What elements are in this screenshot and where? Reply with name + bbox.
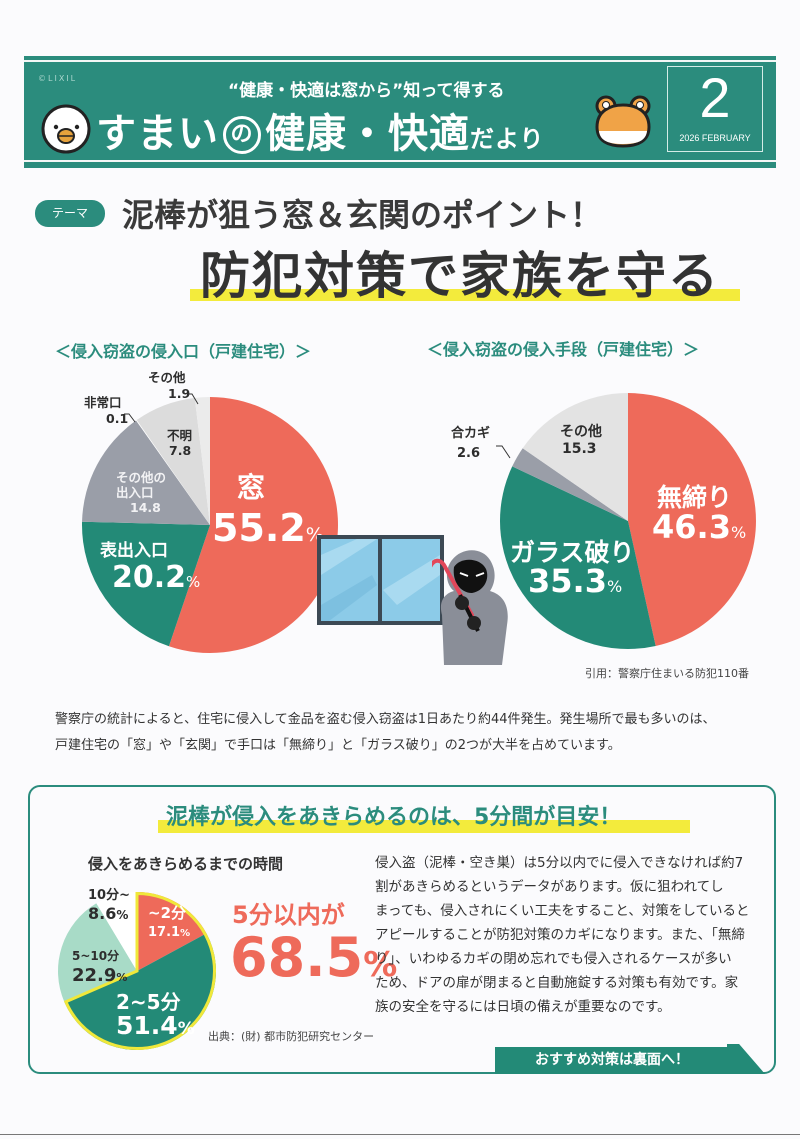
citation: 引用：警察庁住まいる防犯110番 xyxy=(585,667,749,680)
slice-label-other-entrance: その他の 出入口 14.8 xyxy=(116,470,167,515)
brand-logo: ©LIXIL xyxy=(38,74,78,83)
title-no-circle: の xyxy=(223,116,261,154)
pie-slice xyxy=(96,892,137,971)
chart-title-giveup-time: 侵入をあきらめるまでの時間 xyxy=(88,855,284,873)
highlight-outline xyxy=(63,891,216,1050)
pie-slice xyxy=(628,393,756,646)
pie-chart-entry-method xyxy=(500,393,756,649)
pie-slice xyxy=(522,393,628,521)
box-paragraph: 侵入盗（泥棒・空き巣）は5分以内でに侵入できなければ約7 割があきらめるというデ… xyxy=(375,855,750,1015)
slice-label-other: その他 1.9 xyxy=(148,370,191,401)
leader-lines xyxy=(124,393,199,423)
pie-slice xyxy=(136,397,210,525)
window-illustration xyxy=(317,535,444,625)
slice-label-window: 窓 xyxy=(237,471,266,504)
intro-paragraph: 警察庁の統計によると、住宅に侵入して金品を盗む侵入窃盗は1日あたり約44件発生。… xyxy=(55,712,716,753)
slice-label-2-5min: 2~5分 51.4% xyxy=(116,990,195,1040)
slice-label-front-door: 表出入口 xyxy=(100,541,168,561)
header-bottom-rule xyxy=(24,160,776,162)
pie-slice xyxy=(64,933,217,1051)
slice-label-other-method: その他 15.3 xyxy=(560,424,602,457)
pie-slice xyxy=(136,420,210,525)
main-title: 防犯対策で家族を守る xyxy=(200,247,720,305)
theme-headline: 泥棒が狙う窓＆玄関のポイント！ xyxy=(122,196,603,234)
issue-number: 2 xyxy=(699,66,731,129)
page-bottom-rule xyxy=(0,1134,800,1135)
burglar-illustration xyxy=(432,550,508,665)
chart-title-entry-point: ＜侵入窃盗の侵入口（戸建住宅）＞ xyxy=(55,342,312,361)
five-minute-section xyxy=(28,785,776,1074)
title-part1: すまい xyxy=(96,111,219,157)
slice-value-front-door: 20.2% xyxy=(112,560,201,595)
theme-badge: テーマ xyxy=(35,200,105,227)
newsletter-header xyxy=(24,56,776,168)
pie-slice xyxy=(500,466,656,649)
chart-source: 出典：(財) 都市防犯研究センター xyxy=(208,1030,375,1043)
slice-label-emergency-exit: 非常口 0.1 xyxy=(84,395,129,426)
box-title-highlight xyxy=(158,820,690,833)
slice-label-5-10min: 5~10分 22.9% xyxy=(72,949,128,986)
pie-chart-entry-point xyxy=(81,397,338,653)
pie-slice xyxy=(168,397,338,653)
newsletter-title: すまいの健康・快適だより xyxy=(96,101,545,159)
slice-label-unlocked: 無締り xyxy=(657,483,733,512)
pie-slice xyxy=(512,448,628,521)
header-subtitle: “健康・快適は窓から”知って得する xyxy=(228,81,505,101)
pie-slice xyxy=(58,903,137,1003)
pie-chart-giveup-time xyxy=(58,891,217,1051)
title-part3: だより xyxy=(470,125,545,153)
slice-label-glass-break: ガラス破り xyxy=(510,538,635,567)
pie-slice xyxy=(194,397,210,525)
slice-label-unknown: 不明 7.8 xyxy=(167,428,193,458)
see-reverse-banner[interactable]: おすすめ対策は裏面へ！ xyxy=(495,1044,770,1074)
pie-slice xyxy=(82,420,210,525)
slice-value-glass-break: 35.3% xyxy=(528,562,623,600)
leader-line-duplicate-key xyxy=(496,445,511,459)
slice-value-window: 55.2% xyxy=(212,506,324,550)
issue-date-box: 2 2026 FEBRUARY xyxy=(667,66,763,152)
banner-label: おすすめ対策は裏面へ！ xyxy=(535,1052,689,1068)
slice-label-under-2min: ~2分 17.1% xyxy=(148,904,191,940)
box-title: 泥棒が侵入をあきらめるのは、5分間が目安！ xyxy=(166,805,622,830)
arrow-banner-shape xyxy=(495,1044,765,1074)
slice-label-duplicate-key: 合カギ 2.6 xyxy=(451,426,491,461)
pie-slice xyxy=(81,521,210,647)
slice-label-10min-plus: 10分~ 8.6% xyxy=(88,888,130,923)
slice-value-unlocked: 46.3% xyxy=(652,508,747,546)
callout-label: 5分以内が xyxy=(232,901,345,929)
bird-mascot-icon xyxy=(41,104,91,154)
title-part2: 健康・快適 xyxy=(265,111,470,157)
title-highlight xyxy=(190,289,740,301)
frog-mascot-icon xyxy=(595,95,651,148)
chart-title-entry-method: ＜侵入窃盗の侵入手段（戸建住宅）＞ xyxy=(427,340,700,359)
issue-date: 2026 FEBRUARY xyxy=(679,133,751,143)
callout-value: 68.5% xyxy=(230,926,398,989)
header-top-rule xyxy=(24,60,776,62)
